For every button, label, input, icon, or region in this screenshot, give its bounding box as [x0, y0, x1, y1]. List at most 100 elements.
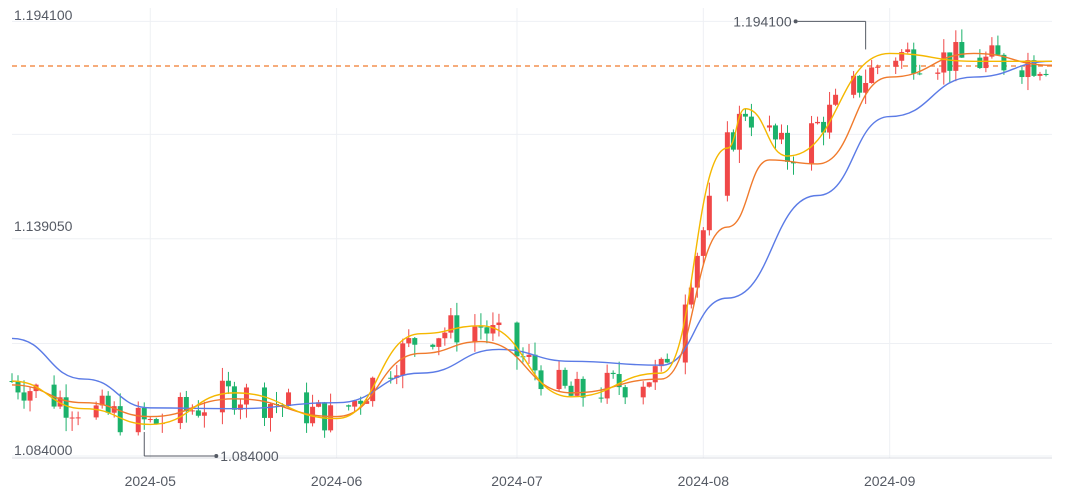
- candle-down: [484, 327, 490, 334]
- candle-down: [21, 392, 27, 401]
- candle-up: [556, 369, 562, 390]
- trend-line: [11, 52, 1052, 426]
- candle-up: [1037, 73, 1043, 76]
- candle-down: [977, 57, 983, 69]
- candle-up: [833, 94, 839, 105]
- candle-down: [51, 384, 57, 407]
- candle-up: [316, 402, 322, 407]
- candle-up: [682, 304, 688, 363]
- extreme-annotations: 1.194100 1.084000: [143, 13, 867, 464]
- candle-down: [610, 372, 616, 375]
- candle-up: [1025, 60, 1031, 78]
- candle-down: [183, 396, 189, 412]
- candle-down: [358, 400, 364, 404]
- candle-down: [784, 132, 790, 162]
- candle-up: [851, 75, 857, 95]
- candle-up: [27, 391, 33, 401]
- candle-down: [225, 380, 231, 387]
- annotation-dot: [214, 454, 219, 459]
- candle-up: [526, 354, 532, 357]
- candle-down: [911, 49, 917, 74]
- candle-up: [640, 386, 646, 398]
- candle-up: [496, 322, 502, 326]
- candle-up: [941, 52, 947, 73]
- candle-up: [472, 326, 478, 343]
- candle-down: [917, 73, 923, 75]
- candle-up: [436, 338, 442, 347]
- candle-down: [105, 395, 111, 413]
- candle-up: [875, 66, 881, 68]
- candle-up: [646, 382, 652, 387]
- candle-up: [766, 125, 772, 128]
- candle-down: [532, 354, 538, 371]
- candle-down: [1043, 73, 1049, 76]
- candle-up: [177, 396, 183, 424]
- candle-down: [1031, 60, 1037, 76]
- candle-up: [135, 407, 141, 433]
- candle-down: [772, 125, 778, 140]
- y-tick-label: 1.139050: [14, 218, 73, 234]
- candle-up: [736, 113, 742, 150]
- candle-down: [821, 121, 827, 133]
- candle-up: [219, 380, 225, 413]
- max-value-label: 1.194100: [733, 13, 792, 29]
- candle-up: [724, 132, 730, 196]
- candle-up: [75, 417, 81, 419]
- x-tick-label: 2024-07: [491, 473, 543, 489]
- candle-up: [983, 56, 989, 69]
- candle-down: [568, 385, 574, 396]
- y-tick-label: 1.194100: [14, 7, 73, 23]
- candle-up: [706, 195, 712, 231]
- candle-down: [261, 387, 267, 418]
- candle-up: [893, 60, 899, 67]
- candle-down: [742, 113, 748, 117]
- x-tick-label: 2024-06: [311, 473, 363, 489]
- candle-down: [664, 358, 670, 363]
- candle-down: [1019, 70, 1025, 78]
- x-tick-label: 2024-08: [678, 473, 730, 489]
- candle-up: [147, 419, 153, 421]
- candle-down: [580, 378, 586, 398]
- candle-up: [448, 315, 454, 333]
- candle-down: [616, 374, 622, 388]
- candle-up: [827, 104, 833, 133]
- candle-down: [231, 386, 237, 410]
- candle-up: [809, 123, 815, 164]
- candle-up: [286, 392, 292, 407]
- candle-down: [388, 377, 394, 379]
- candles: [9, 29, 1049, 438]
- candle-down: [622, 387, 628, 398]
- x-tick-label: 2024-09: [864, 473, 916, 489]
- candle-up: [394, 375, 400, 378]
- candle-up: [700, 230, 706, 256]
- candle-up: [400, 343, 406, 376]
- candle-up: [243, 387, 249, 405]
- y-tick-label: 1.084000: [14, 442, 73, 458]
- candle-up: [370, 377, 376, 402]
- candle-down: [430, 344, 436, 347]
- candle-down: [15, 381, 21, 393]
- trend-line: [11, 52, 1053, 418]
- candle-up: [604, 372, 610, 399]
- candle-up: [778, 132, 784, 140]
- candle-down: [514, 322, 520, 357]
- candle-up: [201, 412, 207, 416]
- candle-up: [989, 45, 995, 57]
- candle-up: [237, 404, 243, 410]
- chart-grid: [12, 8, 1052, 459]
- candle-up: [189, 410, 195, 412]
- candle-up: [905, 49, 911, 53]
- candle-up: [406, 338, 412, 344]
- candle-up: [935, 72, 941, 74]
- candle-down: [346, 405, 352, 407]
- candle-down: [562, 369, 568, 386]
- candle-down: [995, 45, 1001, 55]
- candle-up: [442, 332, 448, 339]
- trend-line: [11, 60, 1053, 410]
- candle-up: [490, 325, 496, 334]
- candle-down: [117, 406, 123, 433]
- candle-down: [153, 419, 159, 424]
- candle-up: [69, 417, 75, 419]
- candle-down: [63, 397, 69, 418]
